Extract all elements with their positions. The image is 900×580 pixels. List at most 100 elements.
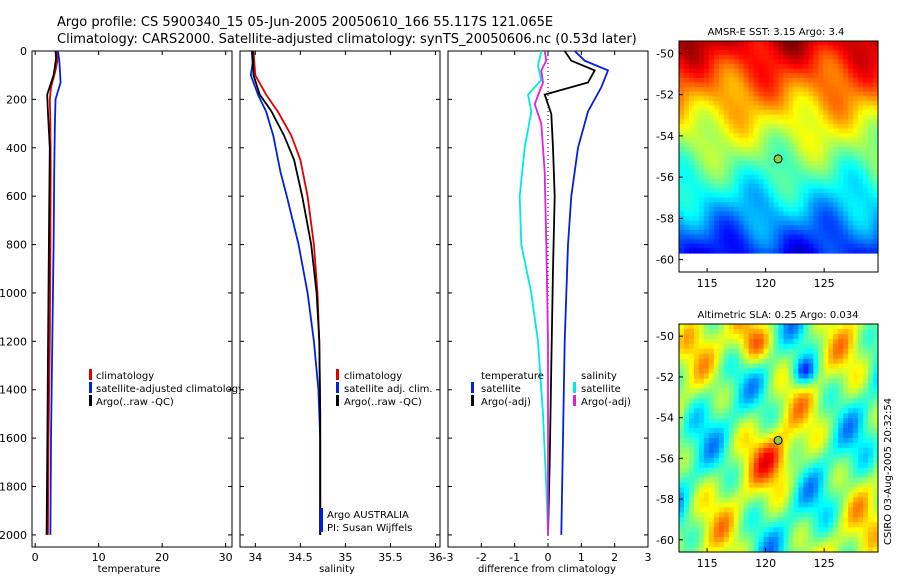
heatmap-cell (683, 447, 690, 454)
heatmap-cell (773, 174, 780, 180)
heatmap-cell (833, 363, 839, 370)
heatmap-cell (683, 353, 690, 360)
heatmap-cell (758, 156, 765, 162)
heatmap-cell (863, 133, 869, 139)
heatmap-cell (723, 123, 730, 130)
heatmap-cell (703, 348, 710, 355)
heatmap-cell (683, 368, 690, 375)
heatmap-cell (838, 216, 844, 222)
map-y-tick-label: -56 (656, 452, 674, 465)
heatmap-cell (743, 188, 750, 194)
heatmap-cell (753, 507, 760, 513)
heatmap-cell (783, 452, 790, 459)
heatmap-cell (788, 202, 795, 208)
heatmap-cell (818, 532, 824, 538)
heatmap-cell (703, 77, 710, 84)
heatmap-cell (803, 348, 809, 355)
heatmap-cell (818, 343, 824, 350)
heatmap-cell (828, 413, 834, 419)
heatmap-cell (723, 413, 730, 419)
heatmap-cell (733, 358, 740, 365)
heatmap-cell (698, 512, 705, 518)
heatmap-cell (843, 179, 849, 185)
heatmap-cell (818, 142, 824, 148)
heatmap-cell (728, 174, 735, 180)
heatmap-cell (718, 142, 725, 148)
heatmap-cell (818, 447, 824, 454)
heatmap-cell (768, 45, 775, 51)
heatmap-cell (693, 418, 700, 424)
legend-label-argo-sal: Argo(..raw -QC) (344, 397, 422, 408)
heatmap-cell (843, 211, 849, 217)
heatmap-cell (803, 388, 809, 394)
heatmap-cell (693, 353, 700, 360)
heatmap-cell (778, 324, 785, 330)
heatmap-cell (698, 239, 705, 245)
heatmap-cell (813, 248, 819, 254)
heatmap-cell (718, 462, 725, 469)
heatmap-cell (753, 77, 760, 84)
heatmap-cell (753, 482, 760, 489)
heatmap-cell (723, 378, 730, 385)
map-x-tick-label: 125 (814, 277, 835, 290)
heatmap-cell (788, 193, 795, 199)
heatmap-cell (758, 170, 765, 176)
heatmap-cell (708, 170, 715, 176)
heatmap-cell (713, 413, 720, 419)
heatmap-cell (679, 50, 685, 56)
heatmap-cell (733, 156, 740, 162)
heatmap-cell (868, 50, 874, 56)
heatmap-cell (803, 119, 809, 125)
heatmap-cell (853, 229, 859, 236)
heatmap-cell (679, 64, 685, 70)
heatmap-cell (683, 408, 690, 414)
heatmap-cell (873, 183, 879, 190)
heatmap-cell (688, 348, 695, 355)
heatmap-cell (788, 160, 795, 167)
heatmap-cell (738, 507, 745, 513)
heatmap-cell (843, 324, 849, 330)
heatmap-cell (708, 452, 715, 459)
heatmap-cell (748, 532, 755, 538)
heatmap-cell (838, 211, 844, 217)
heatmap-cell (703, 358, 710, 365)
heatmap-cell (773, 225, 780, 231)
heatmap-cell (873, 188, 879, 194)
heatmap-cell (798, 328, 804, 335)
heatmap-cell (743, 512, 750, 518)
heatmap-cell (708, 482, 715, 489)
heatmap-cell (818, 388, 824, 394)
heatmap-cell (718, 517, 725, 523)
heatmap-cell (708, 179, 715, 185)
heatmap-cell (813, 343, 819, 350)
heatmap-cell (773, 428, 780, 434)
heatmap-cell (778, 202, 785, 208)
heatmap-cell (813, 179, 819, 185)
heatmap-cell (793, 522, 799, 528)
heatmap-cell (818, 45, 824, 51)
heatmap-cell (743, 50, 750, 56)
heatmap-cell (688, 423, 695, 429)
heatmap-cell (768, 487, 775, 494)
heatmap-cell (788, 413, 795, 419)
heatmap-cell (788, 482, 795, 489)
heatmap-cell (873, 211, 879, 217)
heatmap-cell (743, 133, 750, 139)
heatmap-cell (868, 333, 874, 340)
heatmap-cell (679, 482, 685, 489)
heatmap-cell (703, 179, 710, 185)
heatmap-cell (713, 54, 720, 61)
heatmap-cell (838, 324, 844, 330)
heatmap-cell (768, 413, 775, 419)
heatmap-cell (803, 532, 809, 538)
heatmap-cell (753, 492, 760, 499)
heatmap-cell (713, 156, 720, 162)
heatmap-cell (788, 225, 795, 231)
heatmap-cell (688, 542, 695, 548)
heatmap-cell (843, 452, 849, 459)
heatmap-cell (838, 373, 844, 380)
heatmap-cell (838, 467, 844, 474)
heatmap-cell (748, 220, 755, 226)
x-tick-label: 3 (645, 551, 652, 564)
